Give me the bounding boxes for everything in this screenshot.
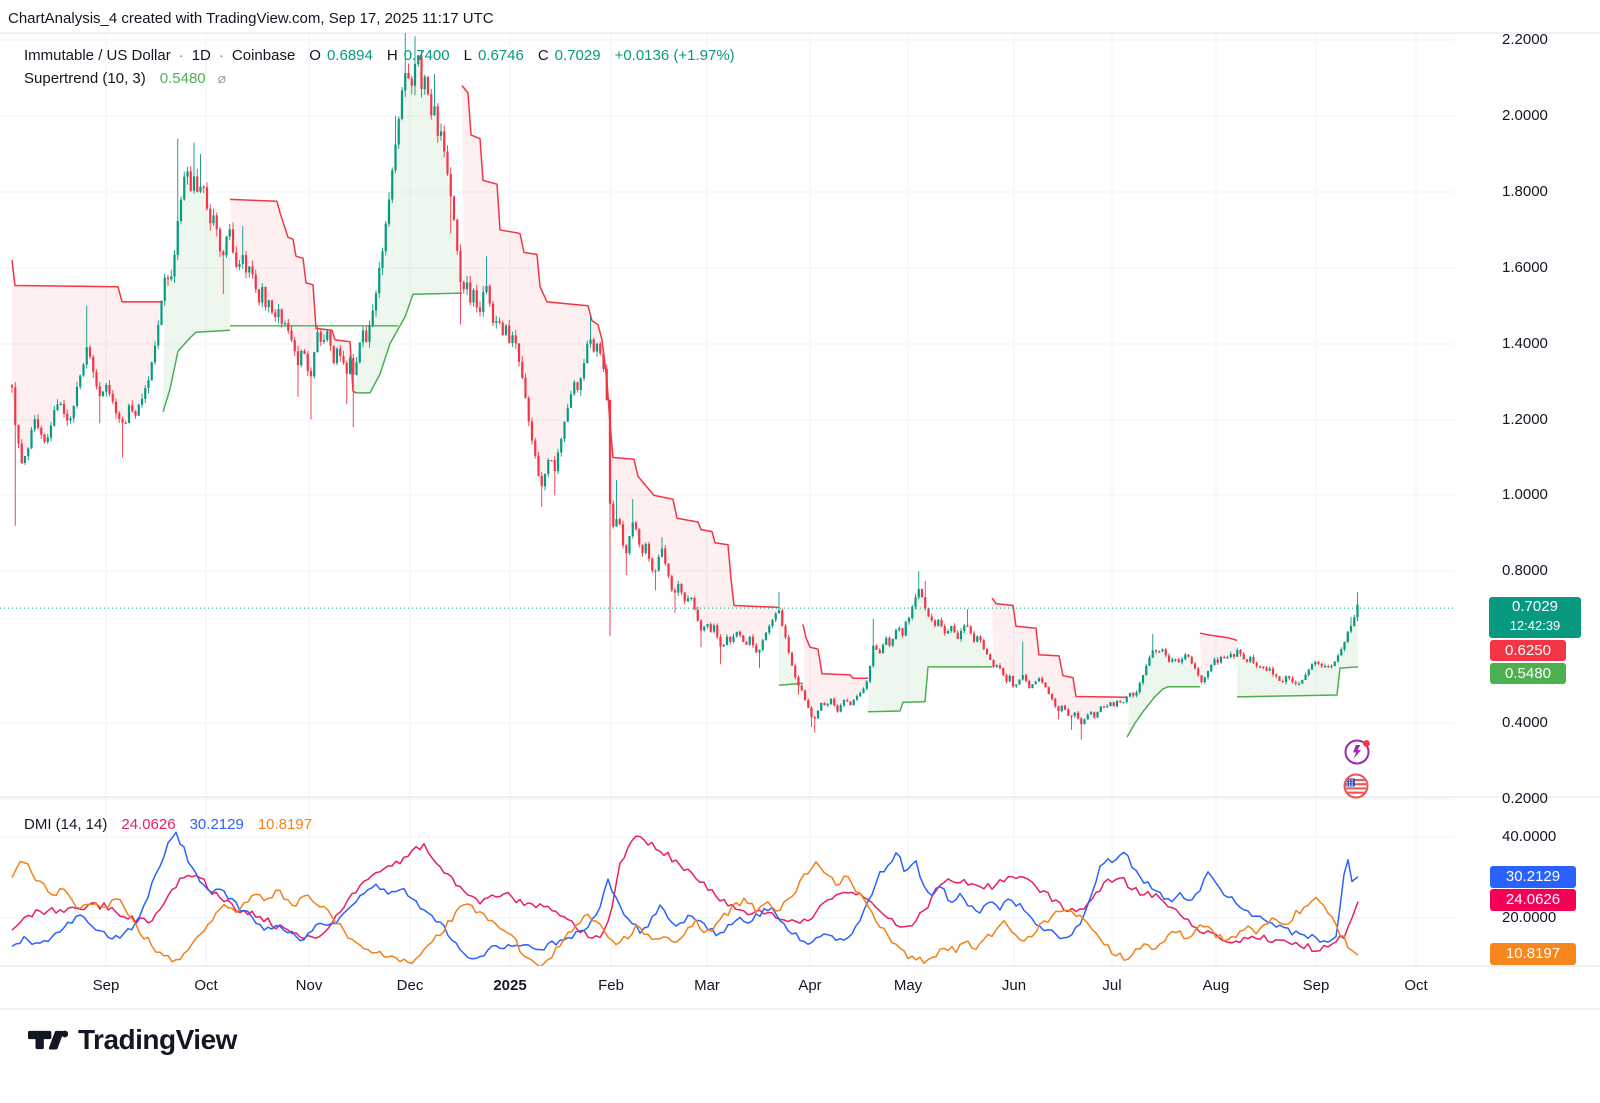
time-axis-label: Dec [396, 977, 424, 994]
supertrend-down-badge: 0.6250 [1490, 640, 1566, 661]
price-axis-label: 0.4000 [1502, 714, 1548, 731]
dmi-minus-di-badge: 10.8197 [1490, 943, 1576, 965]
time-axis-label: Aug [1202, 977, 1230, 994]
open-label: O [309, 47, 321, 64]
symbol-legend: Immutable / US Dollar · 1D · Coinbase O … [24, 47, 735, 64]
time-axis-label: Oct [194, 977, 218, 994]
price-axis-label: 2.0000 [1502, 107, 1548, 124]
events-lightning-icon[interactable] [1343, 738, 1371, 766]
price-axis-label: 1.4000 [1502, 335, 1548, 352]
dmi-legend: DMI (14, 14) 24.0626 30.2129 10.8197 [24, 816, 312, 833]
dmi-plus-di-value: 30.2129 [189, 816, 244, 833]
time-axis-label: Nov [295, 977, 323, 994]
time-axis-label: Sep [1302, 977, 1330, 994]
price-axis-label: 1.6000 [1502, 259, 1548, 276]
supertrend-label[interactable]: Supertrend (10, 3) [24, 70, 146, 87]
time-axis-label: Mar [694, 977, 720, 994]
open-value: 0.6894 [326, 47, 373, 64]
change-value: +0.0136 (+1.97%) [614, 47, 735, 64]
dmi-plus-di-badge: 30.2129 [1490, 866, 1576, 888]
tradingview-logo[interactable]: TradingView [28, 1024, 237, 1056]
dmi-minus-di-value: 10.8197 [257, 816, 313, 833]
dmi-adx-badge: 24.0626 [1490, 889, 1576, 911]
time-axis-label: Jul [1102, 977, 1122, 994]
tradingview-logo-icon [28, 1030, 68, 1050]
last-price-badge: 0.7029 12:42:39 [1489, 597, 1581, 638]
price-axis-label: 40.0000 [1502, 828, 1557, 845]
close-label: C [537, 47, 549, 64]
high-label: H [386, 47, 398, 64]
dmi-label[interactable]: DMI (14, 14) [24, 816, 108, 833]
us-economic-events-icon[interactable] [1342, 772, 1370, 800]
time-axis-label: Apr [798, 977, 822, 994]
price-axis-label: 20.0000 [1502, 909, 1557, 926]
price-axis-label: 1.2000 [1502, 411, 1548, 428]
indicator-legend: Supertrend (10, 3) 0.5480 ⌀ [24, 70, 226, 87]
price-axis-label: 1.0000 [1502, 486, 1548, 503]
time-axis-label: Sep [92, 977, 120, 994]
time-axis-label: Feb [598, 977, 624, 994]
low-value: 0.6746 [477, 47, 524, 64]
time-axis-label: 2025 [493, 977, 527, 994]
time-axis-label: Jun [1001, 977, 1027, 994]
symbol-name[interactable]: Immutable / US Dollar [24, 47, 171, 64]
separator-dot: · [218, 47, 224, 64]
supertrend-up-badge: 0.5480 [1490, 663, 1566, 684]
interval-label[interactable]: 1D [191, 47, 211, 64]
muted-icon: ⌀ [217, 70, 227, 86]
time-axis-label: May [893, 977, 923, 994]
price-axis-label: 2.2000 [1502, 31, 1548, 48]
tradingview-logo-text: TradingView [78, 1024, 237, 1055]
separator-dot: · [178, 47, 184, 64]
price-axis-label: 1.8000 [1502, 183, 1548, 200]
price-axis-label: 0.2000 [1502, 790, 1548, 807]
last-price-value: 0.7029 [1512, 598, 1558, 615]
dmi-adx-value: 24.0626 [121, 816, 176, 833]
price-axis-label: 0.8000 [1502, 562, 1548, 579]
low-label: L [463, 47, 472, 64]
time-axis-label: Oct [1404, 977, 1428, 994]
close-value: 0.7029 [554, 47, 601, 64]
bar-countdown: 12:42:39 [1509, 618, 1561, 633]
exchange-label[interactable]: Coinbase [231, 47, 296, 64]
high-value: 0.7400 [403, 47, 450, 64]
supertrend-value: 0.5480 [159, 70, 206, 87]
page-title: ChartAnalysis_4 created with TradingView… [8, 10, 494, 27]
